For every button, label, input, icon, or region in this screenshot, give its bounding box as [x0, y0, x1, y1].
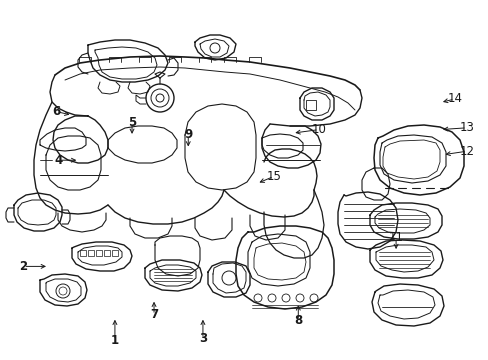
Text: 15: 15 [266, 170, 281, 183]
Bar [96, 250, 102, 256]
Bar [112, 250, 118, 256]
Text: 7: 7 [150, 309, 158, 321]
Bar [80, 250, 86, 256]
Bar [88, 250, 94, 256]
Text: 4: 4 [55, 154, 62, 167]
Text: 12: 12 [459, 145, 473, 158]
Text: 8: 8 [294, 314, 302, 327]
Text: 14: 14 [447, 93, 461, 105]
Text: 5: 5 [128, 116, 136, 129]
Text: 6: 6 [52, 105, 60, 118]
Text: 9: 9 [184, 129, 192, 141]
Text: 10: 10 [311, 123, 325, 136]
Text: 2: 2 [20, 260, 27, 273]
Bar [104, 250, 110, 256]
Text: 13: 13 [459, 121, 473, 134]
Text: 11: 11 [388, 231, 403, 244]
Text: 3: 3 [199, 332, 206, 345]
Text: 1: 1 [111, 334, 119, 347]
Bar [305, 100, 315, 110]
